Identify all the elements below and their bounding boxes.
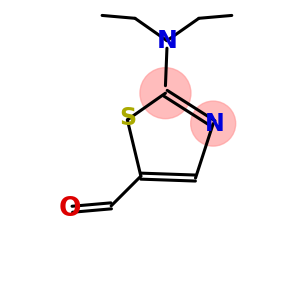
Text: S: S xyxy=(119,106,136,130)
Text: O: O xyxy=(59,196,81,222)
Circle shape xyxy=(191,101,236,146)
Circle shape xyxy=(140,68,191,119)
Text: N: N xyxy=(157,29,177,53)
Text: N: N xyxy=(205,112,225,136)
